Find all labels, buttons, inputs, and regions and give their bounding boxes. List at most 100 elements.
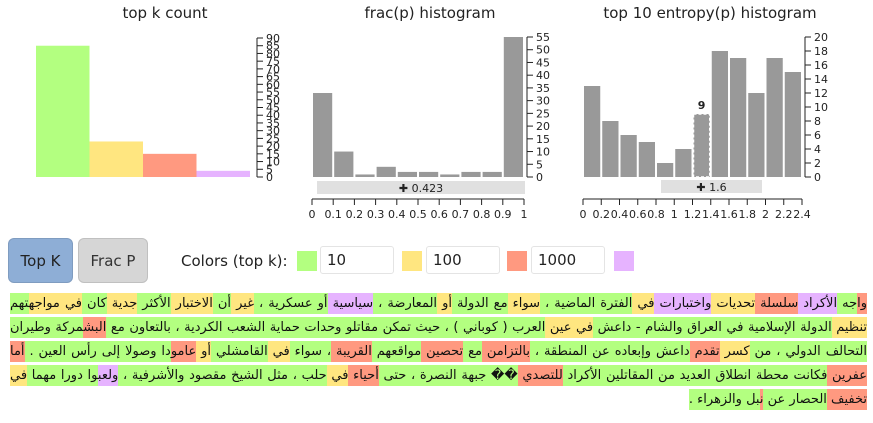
color-swatch-100[interactable] xyxy=(402,251,422,271)
token[interactable]: تنظيم xyxy=(831,317,868,338)
token[interactable]: الشيخ xyxy=(226,365,263,386)
token[interactable]: تهم xyxy=(10,293,29,314)
token[interactable]: عامو xyxy=(170,341,197,362)
token[interactable]: جبهة xyxy=(456,365,487,386)
token[interactable]: وإبعاده xyxy=(609,341,652,362)
token[interactable]: عن xyxy=(587,341,610,362)
token[interactable]: مهما xyxy=(27,365,57,386)
top-k-button[interactable]: Top K xyxy=(8,238,73,283)
token[interactable]: والأشرفية ، xyxy=(118,365,185,386)
token[interactable]: رأس xyxy=(66,341,97,362)
token[interactable]: غير xyxy=(231,293,254,314)
token[interactable]: أو xyxy=(196,341,212,362)
token[interactable]: حتى xyxy=(378,365,407,386)
token[interactable]: كسر xyxy=(719,341,750,362)
token[interactable]: �� xyxy=(486,365,518,386)
token[interactable]: الأكراد xyxy=(562,365,602,386)
token[interactable]: عسكرية ، xyxy=(254,293,313,314)
token[interactable]: القريبة xyxy=(331,341,372,362)
token[interactable]: مواقعهم xyxy=(371,341,422,362)
token[interactable]: عفرين xyxy=(827,365,868,386)
token[interactable]: المعارضة ، xyxy=(373,293,438,314)
token[interactable]: داعش xyxy=(651,341,690,362)
token[interactable]: حماية xyxy=(265,317,300,338)
token[interactable]: من xyxy=(749,341,772,362)
token[interactable]: تخفيف xyxy=(826,389,867,410)
token[interactable]: القامشلي xyxy=(211,341,268,362)
token[interactable]: الماضية ، xyxy=(539,293,596,314)
color-swatch-10[interactable] xyxy=(297,251,317,271)
token[interactable]: أو xyxy=(312,293,328,314)
token[interactable]: في xyxy=(632,293,655,314)
token[interactable]: الإسلامية xyxy=(743,317,796,338)
token[interactable]: التحالف xyxy=(820,341,867,362)
token[interactable]: الدولة xyxy=(795,317,832,338)
token[interactable]: حيث xyxy=(410,317,441,338)
token[interactable]: وا xyxy=(857,293,868,314)
token[interactable]: الاختبار xyxy=(170,293,213,314)
token[interactable]: كان xyxy=(82,293,107,314)
token[interactable]: واختبارات xyxy=(654,293,712,314)
token[interactable]: المقاتلين xyxy=(601,365,654,386)
token[interactable]: عن xyxy=(763,389,786,410)
token[interactable]: للتصدي xyxy=(517,365,563,386)
token[interactable]: الشعب xyxy=(222,317,266,338)
token[interactable]: بالتزامن xyxy=(481,341,530,362)
token[interactable]: تحديات xyxy=(711,293,756,314)
token[interactable]: المنطقة ، xyxy=(529,341,588,362)
color-swatch-1000[interactable] xyxy=(507,251,527,271)
token[interactable]: مثل xyxy=(262,365,289,386)
token[interactable]: البش xyxy=(83,317,107,338)
token[interactable]: وصولا xyxy=(120,341,157,362)
token[interactable]: تمكن xyxy=(378,317,411,338)
token[interactable]: وحدات xyxy=(299,317,342,338)
token[interactable]: بل xyxy=(741,389,760,410)
color-value-100[interactable]: 100 xyxy=(426,246,500,274)
token[interactable]: انطلاق xyxy=(710,365,752,386)
token[interactable]: أن xyxy=(212,293,232,314)
token[interactable]: الدولي ، xyxy=(771,341,821,362)
color-swatch-rest[interactable] xyxy=(614,251,634,271)
token[interactable]: ( كوباني ) ، xyxy=(440,317,508,338)
token[interactable]: تقدم xyxy=(689,341,720,362)
token[interactable]: سواء xyxy=(507,293,540,314)
token[interactable]: جه xyxy=(837,293,858,314)
token[interactable]: العرب xyxy=(507,317,546,338)
token[interactable]: في xyxy=(59,293,83,314)
token[interactable]: حلب ، xyxy=(288,365,327,386)
token[interactable]: سياسية xyxy=(327,293,374,314)
token[interactable]: من xyxy=(653,365,675,386)
token[interactable]: سلسلة xyxy=(755,293,799,314)
token[interactable]: محطة xyxy=(751,365,789,386)
token[interactable]: عين xyxy=(545,317,572,338)
token[interactable]: أو xyxy=(437,293,452,314)
token[interactable]: دا xyxy=(156,341,171,362)
token[interactable]: إلى xyxy=(96,341,121,362)
token[interactable]: مقاتلو xyxy=(341,317,379,338)
token[interactable]: مواجه xyxy=(28,293,60,314)
token[interactable]: الأكراد xyxy=(798,293,838,314)
token[interactable]: مقصود xyxy=(184,365,227,386)
token[interactable]: تحصين xyxy=(421,341,464,362)
token[interactable]: في xyxy=(721,317,744,338)
token[interactable]: والزهراء . xyxy=(688,389,742,410)
token[interactable]: مع xyxy=(488,293,508,314)
frac-p-button[interactable]: Frac P xyxy=(78,238,148,283)
token[interactable]: مع xyxy=(463,341,482,362)
token[interactable]: أحياء xyxy=(348,365,379,386)
token[interactable]: مع xyxy=(106,317,125,338)
token[interactable]: ولعب xyxy=(97,365,119,386)
token[interactable]: الأكثر xyxy=(137,293,171,314)
token[interactable]: وطيران xyxy=(10,317,51,338)
token[interactable]: دورا xyxy=(56,365,83,386)
token[interactable]: العين . xyxy=(24,341,67,362)
token[interactable]: والشام - xyxy=(631,317,683,338)
token[interactable]: في xyxy=(10,365,28,386)
token[interactable]: العديد xyxy=(674,365,711,386)
token[interactable]: الدولة xyxy=(451,293,489,314)
token[interactable]: جدية xyxy=(106,293,138,314)
token[interactable]: العراق xyxy=(682,317,722,338)
token[interactable]: فكانت xyxy=(788,365,828,386)
token[interactable]: في xyxy=(571,317,594,338)
token[interactable]: الكردية ، xyxy=(170,317,223,338)
